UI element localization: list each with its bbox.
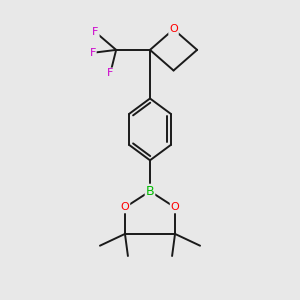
Text: O: O <box>121 202 129 212</box>
Text: O: O <box>169 24 178 34</box>
Text: B: B <box>146 185 154 198</box>
Text: F: F <box>89 48 96 58</box>
Text: O: O <box>171 202 179 212</box>
Text: F: F <box>92 27 99 37</box>
Text: F: F <box>107 68 113 78</box>
